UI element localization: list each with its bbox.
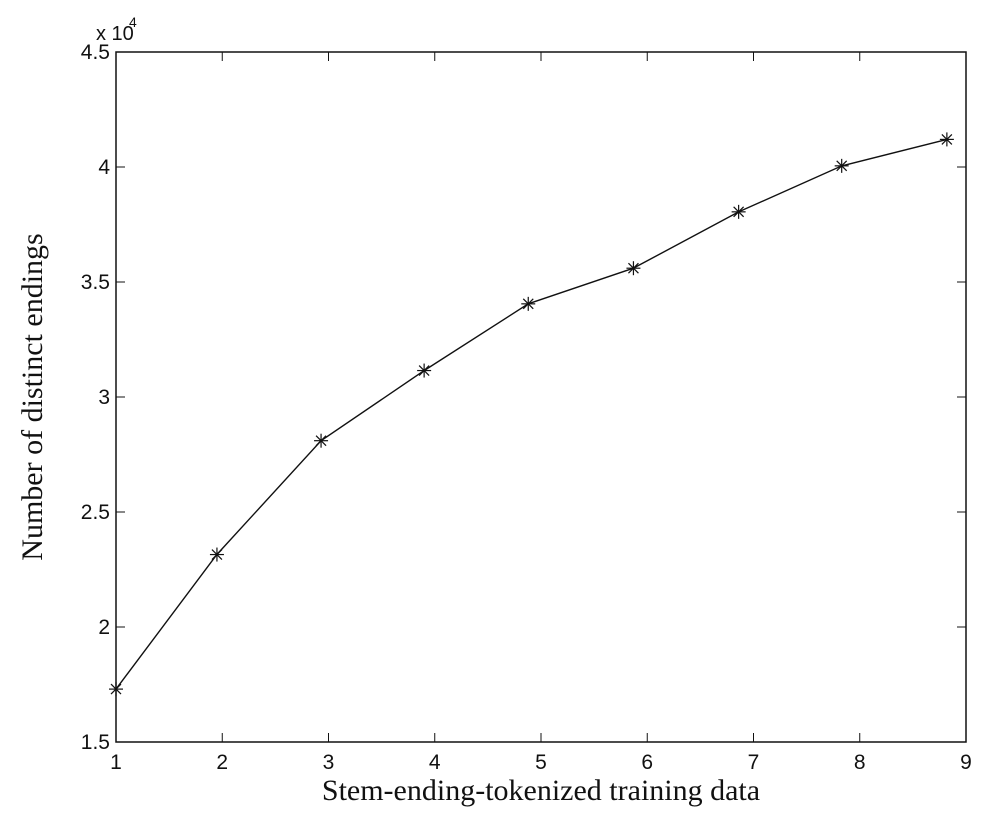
x-tick-label: 9	[960, 751, 972, 774]
x-axis-ticks: 1 2 3 4 5 6 7 8 9	[110, 52, 972, 774]
y-scale-exponent: 4	[129, 14, 137, 30]
y-axis-label: Number of distinct endings	[16, 233, 49, 560]
plot-area-border	[115, 51, 967, 743]
x-tick-label: 4	[429, 751, 441, 774]
x-tick-label: 6	[641, 751, 653, 774]
x-tick-label: 2	[216, 751, 228, 774]
y-tick-label: 2	[98, 616, 110, 639]
series-line	[115, 138, 948, 690]
data-point-marker	[834, 158, 849, 173]
x-tick-label: 8	[854, 751, 866, 774]
y-tick-label: 2.5	[81, 501, 110, 524]
y-tick-label: 3	[98, 386, 110, 409]
x-tick-label: 7	[748, 751, 760, 774]
y-scale-base: x 10	[96, 23, 134, 45]
x-axis-label: Stem-ending-tokenized training data	[322, 774, 760, 807]
x-tick-label: 3	[323, 751, 335, 774]
data-point-marker	[314, 433, 329, 448]
data-point-marker	[939, 132, 954, 147]
data-point-marker	[626, 261, 641, 276]
x-tick-label: 1	[110, 751, 122, 774]
data-point-marker	[209, 547, 224, 562]
data-point-marker	[521, 296, 536, 311]
x-tick-label: 5	[535, 751, 547, 774]
y-axis-ticks: 1.5 2 2.5 3 3.5 4 4.5	[81, 41, 966, 754]
series-layer	[109, 132, 954, 697]
y-tick-label: 4	[98, 156, 110, 179]
data-point-marker	[109, 682, 123, 697]
y-tick-label: 3.5	[81, 271, 110, 294]
data-point-marker	[417, 363, 432, 378]
y-tick-label: 4.5	[81, 41, 110, 64]
data-point-marker	[731, 204, 746, 219]
y-tick-label: 1.5	[81, 731, 110, 754]
